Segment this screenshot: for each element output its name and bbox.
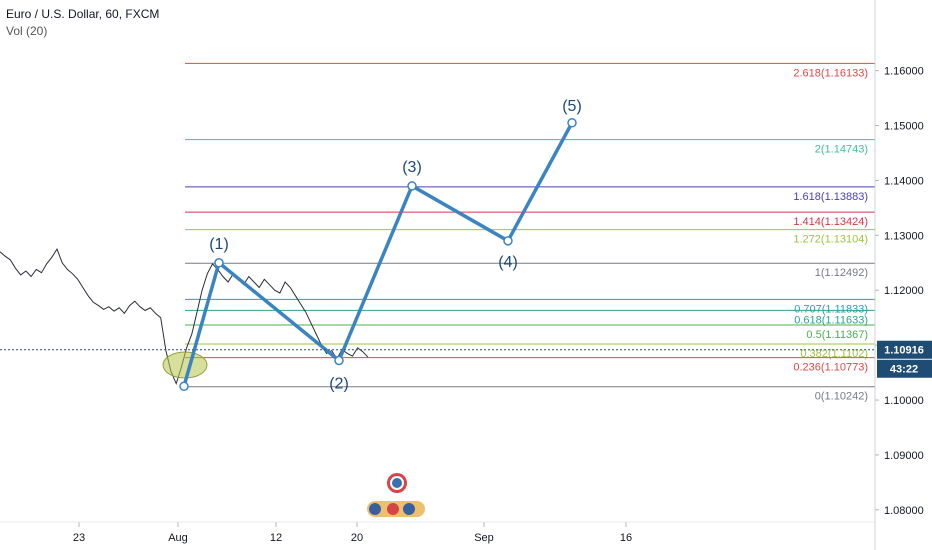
wave-point-handle[interactable] [407,181,417,191]
wave-point-handle[interactable] [179,381,189,392]
wave-label: (4) [498,254,518,271]
wave-point-handle[interactable] [503,236,513,246]
price-tick-label: 1.15000 [884,121,924,133]
time-tick-label: 12 [270,532,282,544]
fib-level-label: 1(1.12492) [815,267,868,279]
time-axis: 23 Aug 12 20 Sep 16 [0,521,875,544]
event-markers[interactable] [367,473,425,517]
fib-level-label: 2(1.14743) [815,144,868,156]
time-tick-label: 23 [73,532,85,544]
us-flag-icon [387,503,399,515]
wave-point-handle[interactable] [567,118,577,128]
wave-origin-highlight [162,351,208,379]
current-price-badge: 1.10916 43:22 [877,340,932,378]
fib-level-label: 1.414(1.13424) [793,216,868,228]
price-tick-label: 1.16000 [884,66,924,78]
fib-level-label: 2.618(1.16133) [793,67,868,79]
time-tick-label: Aug [168,532,188,544]
time-tick-label: Sep [474,532,494,544]
wave-label: (2) [329,375,349,392]
time-tick-label: 16 [620,532,632,544]
wave-path[interactable] [182,121,574,387]
wave-point-handle[interactable] [214,258,224,268]
bar-countdown: 43:22 [890,364,918,376]
time-tick-label: 20 [351,532,363,544]
fib-level-label: 0.236(1.10773) [793,362,868,374]
us-flag-icon [369,503,381,515]
price-tick-label: 1.14000 [884,175,924,187]
symbol-title[interactable]: Euro / U.S. Dollar, 60, FXCM [6,7,160,21]
countdown-badge-bg [877,359,932,378]
fib-level-label: 0.707(1.11833) [794,303,868,315]
fib-level-label: 0(1.10242) [815,391,868,403]
economic-event-icon-core [392,478,402,488]
fib-level-label: 1.272(1.13104) [793,234,868,246]
chart-legend: Euro / U.S. Dollar, 60, FXCM Vol (20) [6,6,159,40]
price-tick-label: 1.10000 [884,395,924,407]
wave-point-handle[interactable] [334,355,344,366]
fib-level-label: 1.618(1.13883) [793,191,868,203]
current-price-value: 1.10916 [884,345,924,357]
volume-indicator-label[interactable]: Vol (20) [6,24,48,38]
price-tick-label: 1.12000 [884,285,924,297]
price-axis: 1.160001.150001.140001.130001.120001.110… [875,66,924,517]
price-tick-label: 1.13000 [884,230,924,242]
fib-level-label: 0.382(1.1102) [800,348,868,360]
fibonacci-extension: 2.618(1.16133) 2(1.14743) 1.618(1.13883) 1.… [185,62,875,403]
fib-level-label: 0.618(1.11633) [794,314,868,326]
elliott-wave: (1) (2) (3) (4) (5) [179,98,582,392]
wave-label: (5) [562,98,582,115]
current-price-badge-bg [877,340,932,359]
price-tick-label: 1.09000 [884,450,924,462]
fib-level-label: 0.5(1.11367) [806,329,868,341]
us-flag-icon [403,503,415,515]
price-tick-label: 1.08000 [884,505,924,517]
wave-label: (1) [209,236,229,253]
wave-label: (3) [402,159,422,176]
